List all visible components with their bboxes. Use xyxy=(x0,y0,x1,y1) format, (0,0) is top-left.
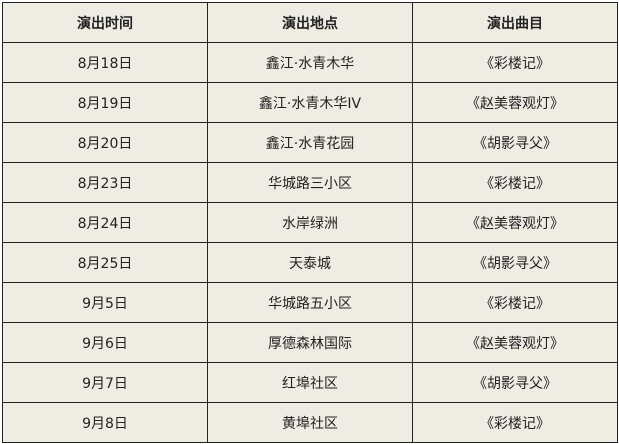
table-row: 8月19日 鑫江·水青木华IV 《赵美蓉观灯》 xyxy=(2,82,618,123)
cell-program: 《赵美蓉观灯》 xyxy=(412,82,618,123)
table-row: 8月20日 鑫江·水青花园 《胡影寻父》 xyxy=(2,122,618,163)
cell-venue: 鑫江·水青花园 xyxy=(207,122,413,163)
table-row: 8月25日 天泰城 《胡影寻父》 xyxy=(2,242,618,283)
header-time: 演出时间 xyxy=(2,2,208,43)
table-row: 9月8日 黄埠社区 《彩楼记》 xyxy=(2,402,618,443)
cell-time: 8月23日 xyxy=(2,162,208,203)
table-row: 9月6日 厚德森林国际 《赵美蓉观灯》 xyxy=(2,322,618,363)
cell-time: 8月24日 xyxy=(2,202,208,243)
cell-program: 《胡影寻父》 xyxy=(412,362,618,403)
cell-venue: 水岸绿洲 xyxy=(207,202,413,243)
cell-venue: 华城路三小区 xyxy=(207,162,413,203)
header-row: 演出时间 演出地点 演出曲目 xyxy=(2,2,618,43)
cell-time: 8月19日 xyxy=(2,82,208,123)
cell-venue: 红埠社区 xyxy=(207,362,413,403)
cell-program: 《胡影寻父》 xyxy=(412,242,618,283)
cell-time: 9月7日 xyxy=(2,362,208,403)
cell-venue: 厚德森林国际 xyxy=(207,322,413,363)
cell-venue: 天泰城 xyxy=(207,242,413,283)
header-venue: 演出地点 xyxy=(207,2,413,43)
table-row: 8月24日 水岸绿洲 《赵美蓉观灯》 xyxy=(2,202,618,243)
cell-program: 《赵美蓉观灯》 xyxy=(412,322,618,363)
cell-program: 《彩楼记》 xyxy=(412,162,618,203)
cell-time: 9月6日 xyxy=(2,322,208,363)
cell-program: 《彩楼记》 xyxy=(412,402,618,443)
cell-time: 8月25日 xyxy=(2,242,208,283)
cell-time: 8月18日 xyxy=(2,42,208,83)
cell-venue: 黄埠社区 xyxy=(207,402,413,443)
cell-program: 《彩楼记》 xyxy=(412,282,618,323)
table-row: 8月18日 鑫江·水青木华 《彩楼记》 xyxy=(2,42,618,83)
cell-program: 《赵美蓉观灯》 xyxy=(412,202,618,243)
cell-program: 《胡影寻父》 xyxy=(412,122,618,163)
table-row: 9月7日 红埠社区 《胡影寻父》 xyxy=(2,362,618,403)
cell-venue: 华城路五小区 xyxy=(207,282,413,323)
table-row: 9月5日 华城路五小区 《彩楼记》 xyxy=(2,282,618,323)
cell-venue: 鑫江·水青木华 xyxy=(207,42,413,83)
cell-program: 《彩楼记》 xyxy=(412,42,618,83)
cell-time: 9月8日 xyxy=(2,402,208,443)
cell-venue: 鑫江·水青木华IV xyxy=(207,82,413,123)
cell-time: 9月5日 xyxy=(2,282,208,323)
header-program: 演出曲目 xyxy=(412,2,618,43)
table-row: 8月23日 华城路三小区 《彩楼记》 xyxy=(2,162,618,203)
cell-time: 8月20日 xyxy=(2,122,208,163)
